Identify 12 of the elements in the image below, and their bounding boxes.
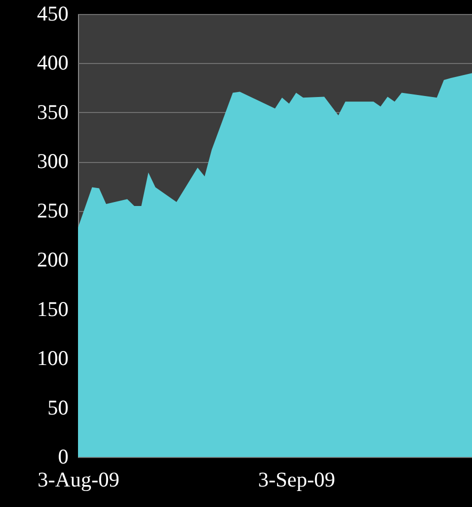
y-tick-label: 0 <box>58 444 68 468</box>
y-tick-label: 200 <box>37 248 68 272</box>
y-tick-label: 50 <box>48 395 68 420</box>
y-tick-label: 400 <box>37 50 68 75</box>
x-tick-label: 3-Aug-09 <box>38 468 120 492</box>
x-tick-label: 3-Sep-09 <box>258 468 336 492</box>
y-tick-label: 300 <box>37 149 68 174</box>
y-tick-label: 450 <box>37 2 68 26</box>
y-tick-label: 250 <box>37 198 68 222</box>
y-tick-label: 100 <box>37 346 68 370</box>
y-tick-label: 350 <box>37 100 68 124</box>
y-tick-label: 150 <box>37 296 68 321</box>
